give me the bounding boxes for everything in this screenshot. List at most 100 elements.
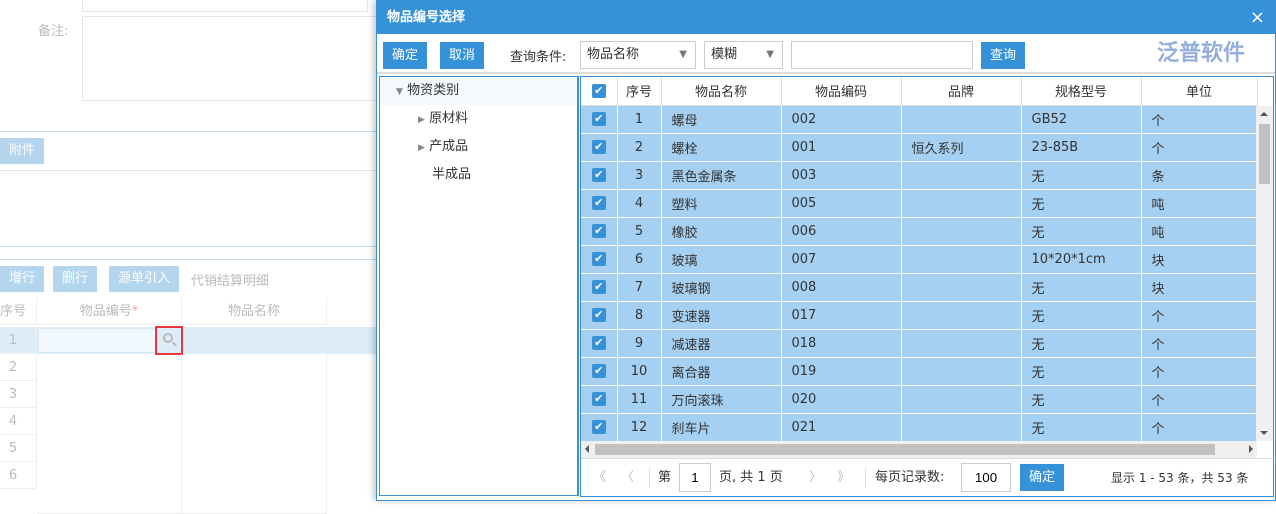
tree-node-finished-goods[interactable]: ▶ 产成品	[418, 139, 469, 154]
next-page-button[interactable]: 〉	[809, 470, 823, 485]
row-checkbox[interactable]: ✔	[581, 189, 618, 218]
scroll-left-icon	[581, 445, 589, 453]
caret-right-icon: ▶	[418, 115, 425, 125]
remark-label: 备注:	[38, 24, 69, 39]
horizontal-scrollbar[interactable]	[581, 441, 1257, 458]
table-row[interactable]: ✔ 5 橡胶 006 无吨	[581, 217, 1258, 246]
cell-name: 玻璃	[661, 245, 782, 274]
row-checkbox[interactable]: ✔	[581, 413, 618, 442]
cell-spec: 无	[1021, 273, 1142, 302]
tree-node-root[interactable]: ▼ 物资类别	[380, 77, 577, 105]
col-seq: 序号	[0, 298, 37, 325]
cell-code: 002	[781, 105, 902, 134]
dialog-title: 物品编号选择	[387, 10, 466, 25]
row-checkbox[interactable]: ✔	[581, 301, 618, 330]
table-row[interactable]: ✔ 8 变速器 017 无个	[581, 301, 1258, 330]
cell-brand	[901, 329, 1022, 358]
search-lookup-button[interactable]	[155, 326, 183, 355]
field-select[interactable]: 物品名称 ▼	[580, 41, 696, 69]
tree-node-raw-materials[interactable]: ▶ 原材料	[418, 111, 469, 126]
cell-unit: 块	[1141, 273, 1258, 302]
table-row[interactable]: ✔ 1 螺母 002 GB52 个	[581, 105, 1258, 134]
prev-page-button[interactable]: 〈	[621, 470, 635, 485]
cell-seq: 3	[617, 161, 662, 190]
search-input[interactable]	[791, 41, 973, 69]
query-button[interactable]: 查询	[981, 42, 1026, 69]
table-row[interactable]: ✔ 4 塑料 005 无吨	[581, 189, 1258, 218]
row-checkbox[interactable]: ✔	[581, 105, 618, 134]
cell-name: 万向滚珠	[661, 385, 782, 414]
col-item-code: 物品编号*	[37, 298, 182, 325]
table-row[interactable]: ✔ 10 离合器 019 无个	[581, 357, 1258, 386]
cell-spec: 无	[1021, 385, 1142, 414]
row-checkbox[interactable]: ✔	[581, 273, 618, 302]
caret-right-icon: ▶	[418, 143, 425, 153]
cell-seq: 2	[617, 133, 662, 162]
col-name[interactable]: 物品名称	[661, 77, 782, 106]
first-page-button[interactable]: 《	[593, 470, 607, 485]
cell-name: 橡胶	[661, 217, 782, 246]
close-icon[interactable]: ×	[1249, 7, 1265, 28]
cell-name: 黑色金属条	[661, 161, 782, 190]
cell-brand	[901, 217, 1022, 246]
row-checkbox[interactable]: ✔	[581, 161, 618, 190]
cancel-button[interactable]: 取消	[440, 42, 485, 69]
last-page-button[interactable]: 》	[837, 470, 851, 485]
row-checkbox[interactable]: ✔	[581, 329, 618, 358]
per-page-confirm-button[interactable]: 确定	[1020, 464, 1065, 491]
category-tree: ▼ 物资类别 ▶ 原材料 ▶ 产成品 半成品	[379, 76, 579, 496]
item-select-dialog: 物品编号选择 × 确定 取消 查询条件: 物品名称 ▼ 模糊 ▼ 查询 泛普软件 ▼ …	[376, 0, 1276, 501]
table-row[interactable]: ✔ 11 万向滚珠 020 无个	[581, 385, 1258, 414]
cell-name: 螺母	[661, 105, 782, 134]
confirm-button[interactable]: 确定	[383, 42, 428, 69]
table-row[interactable]: ✔ 7 玻璃钢 008 无块	[581, 273, 1258, 302]
per-page-input[interactable]	[961, 463, 1011, 492]
cell-name: 螺栓	[661, 133, 782, 162]
cell-spec: 无	[1021, 329, 1142, 358]
detail-title: 代销结算明细	[191, 274, 270, 289]
col-brand[interactable]: 品牌	[901, 77, 1022, 106]
match-mode-select[interactable]: 模糊 ▼	[704, 41, 783, 69]
table-row[interactable]: ✔ 3 黑色金属条 003 无条	[581, 161, 1258, 190]
cell-name: 玻璃钢	[661, 273, 782, 302]
table-row[interactable]: ✔ 12 刹车片 021 无个	[581, 413, 1258, 442]
cell-brand	[901, 357, 1022, 386]
cell-unit: 个	[1141, 105, 1258, 134]
attach-button: 附件	[0, 138, 45, 164]
cell-code: 007	[781, 245, 902, 274]
cell-brand	[901, 105, 1022, 134]
page-input[interactable]	[679, 463, 711, 492]
table-row[interactable]: ✔ 2 螺栓 001 恒久系列 23-85B 个	[581, 133, 1258, 162]
cell-seq: 7	[617, 273, 662, 302]
cell-name: 塑料	[661, 189, 782, 218]
cell-code: 001	[781, 133, 902, 162]
col-unit[interactable]: 单位	[1141, 77, 1258, 106]
row-checkbox[interactable]: ✔	[581, 245, 618, 274]
cell-brand	[901, 161, 1022, 190]
tree-node-semi-finished[interactable]: 半成品	[432, 167, 472, 182]
date-field	[82, 0, 368, 12]
row-checkbox[interactable]: ✔	[581, 385, 618, 414]
select-all-checkbox[interactable]: ✔	[581, 77, 618, 106]
cell-unit: 个	[1141, 413, 1258, 442]
cell-unit: 块	[1141, 245, 1258, 274]
table-row[interactable]: ✔ 6 玻璃 007 10*20*1cm 块	[581, 245, 1258, 274]
page-prefix: 第	[658, 470, 672, 485]
col-spec[interactable]: 规格型号	[1021, 77, 1142, 106]
cell-spec: 无	[1021, 357, 1142, 386]
dropdown-arrow-icon: ▼	[766, 49, 774, 60]
cell-spec: 无	[1021, 161, 1142, 190]
cell-brand	[901, 301, 1022, 330]
col-code[interactable]: 物品编码	[781, 77, 902, 106]
cell-seq: 5	[617, 217, 662, 246]
cell-unit: 个	[1141, 301, 1258, 330]
row-checkbox[interactable]: ✔	[581, 133, 618, 162]
add-row-button: 增行	[0, 266, 45, 292]
table-row[interactable]: ✔ 9 减速器 018 无个	[581, 329, 1258, 358]
scroll-right-icon	[1249, 445, 1257, 453]
cell-spec: 23-85B	[1021, 133, 1142, 162]
vertical-scrollbar[interactable]	[1256, 106, 1273, 441]
row-checkbox[interactable]: ✔	[581, 217, 618, 246]
cell-unit: 个	[1141, 385, 1258, 414]
row-checkbox[interactable]: ✔	[581, 357, 618, 386]
